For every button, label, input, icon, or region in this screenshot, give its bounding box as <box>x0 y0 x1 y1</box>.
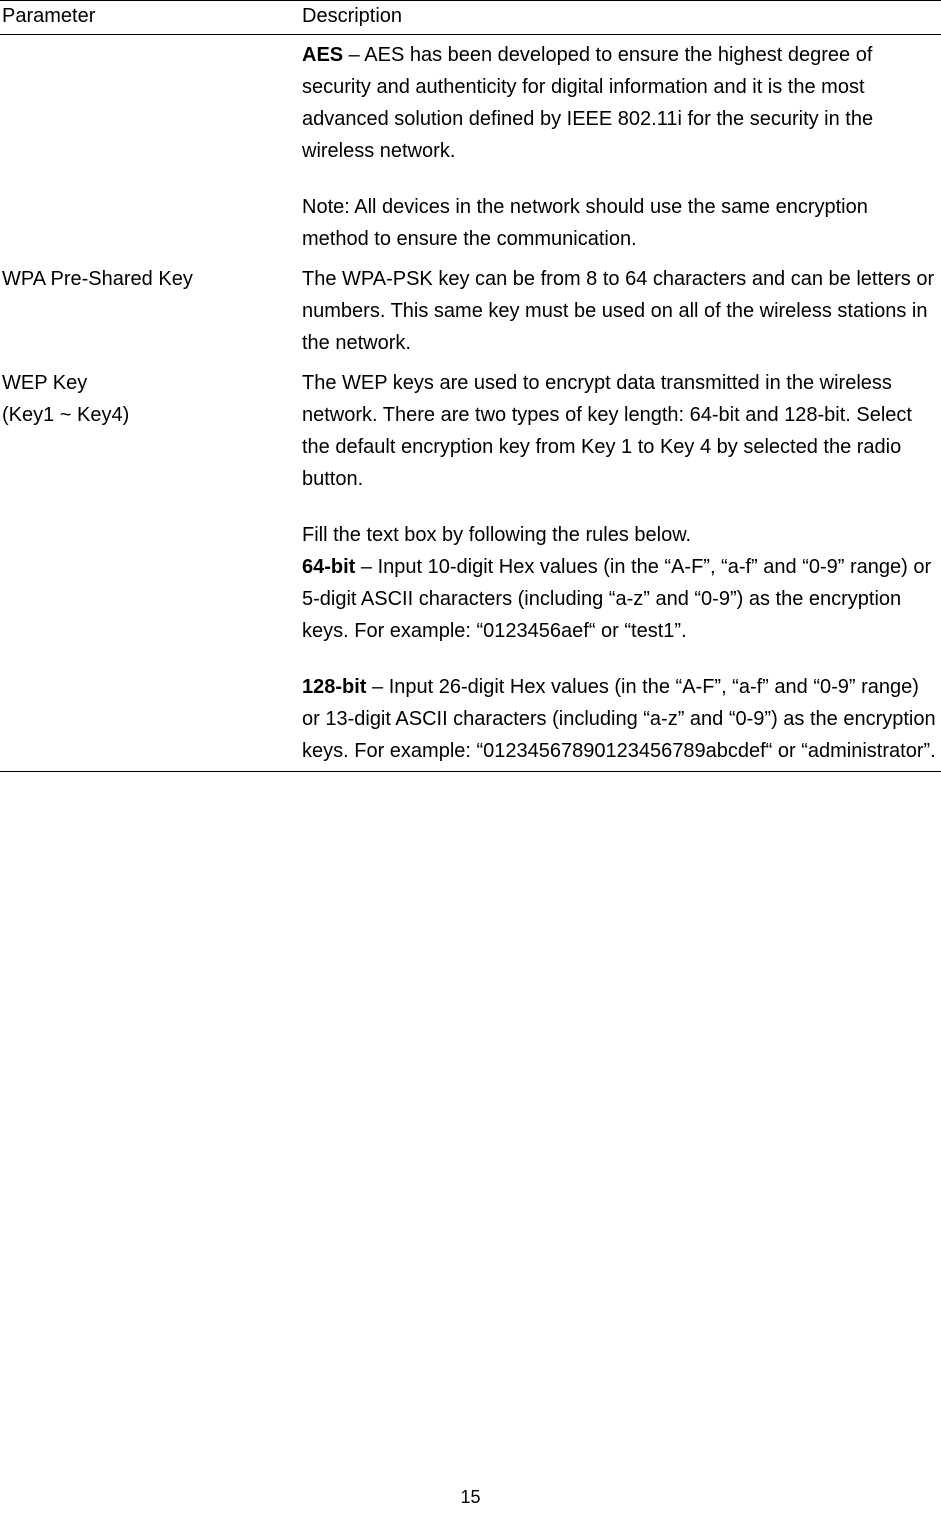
param-cell-wep: WEP Key (Key1 ~ Key4) <box>0 363 300 772</box>
page-number: 15 <box>0 1487 941 1508</box>
aes-label: AES <box>302 44 343 66</box>
wep-128bit-label: 128-bit <box>302 676 366 698</box>
table-row: WPA Pre-Shared Key The WPA-PSK key can b… <box>0 259 941 363</box>
aes-note: Note: All devices in the network should … <box>302 191 939 255</box>
param-cell-aes <box>0 35 300 260</box>
wep-128bit-text: – Input 26-digit Hex values (in the “A-F… <box>302 676 936 762</box>
wep-key-label-line1: WEP Key <box>2 367 298 399</box>
desc-cell-aes: AES – AES has been developed to ensure t… <box>300 35 941 260</box>
desc-cell-wep: The WEP keys are used to encrypt data tr… <box>300 363 941 772</box>
aes-text: – AES has been developed to ensure the h… <box>302 44 873 162</box>
wep-128bit-block: 128-bit – Input 26-digit Hex values (in … <box>302 671 939 767</box>
desc-cell-wpa: The WPA-PSK key can be from 8 to 64 char… <box>300 259 941 363</box>
wep-64bit-text: – Input 10-digit Hex values (in the “A-F… <box>302 556 931 642</box>
wep-64bit-label: 64-bit <box>302 556 355 578</box>
aes-paragraph: AES – AES has been developed to ensure t… <box>302 39 939 167</box>
wep-intro: The WEP keys are used to encrypt data tr… <box>302 367 939 495</box>
table-row: AES – AES has been developed to ensure t… <box>0 35 941 260</box>
wep-64bit-block: Fill the text box by following the rules… <box>302 519 939 647</box>
table-header-row: Parameter Description <box>0 1 941 35</box>
table-row: WEP Key (Key1 ~ Key4) The WEP keys are u… <box>0 363 941 772</box>
wep-key-label-line2: (Key1 ~ Key4) <box>2 399 298 431</box>
page: Parameter Description AES – AES has been… <box>0 0 941 1526</box>
header-parameter: Parameter <box>0 1 300 35</box>
wep-fill-line: Fill the text box by following the rules… <box>302 524 691 546</box>
param-cell-wpa: WPA Pre-Shared Key <box>0 259 300 363</box>
parameter-table: Parameter Description AES – AES has been… <box>0 0 941 772</box>
wpa-text: The WPA-PSK key can be from 8 to 64 char… <box>302 263 939 359</box>
header-description: Description <box>300 1 941 35</box>
